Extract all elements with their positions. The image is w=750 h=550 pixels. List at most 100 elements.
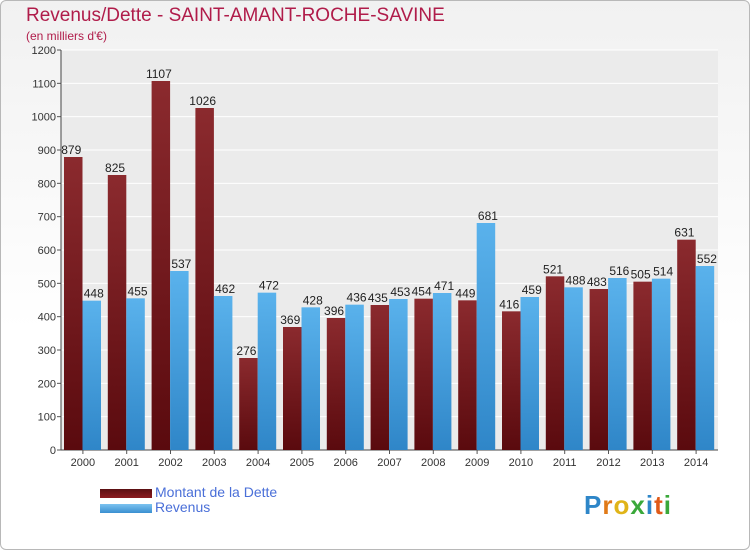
bar-revenus [608, 278, 627, 450]
data-label-revenus: 514 [653, 265, 673, 279]
x-tick-label: 2004 [246, 457, 270, 469]
bar-dette [107, 175, 127, 450]
data-label-revenus: 537 [171, 257, 191, 271]
legend-swatch-revenus [100, 504, 152, 513]
bar-revenus [301, 307, 320, 450]
bar-dette [414, 298, 433, 450]
x-tick-label: 2007 [377, 457, 401, 469]
bar-dette [502, 311, 521, 450]
bar-revenus [82, 300, 101, 450]
y-tick-label: 800 [38, 178, 56, 190]
bar-revenus [213, 296, 233, 450]
chart-title: Revenus/Dette - SAINT-AMANT-ROCHE-SAVINE [26, 5, 445, 26]
logo-letter: t [654, 490, 664, 520]
data-label-dette: 879 [61, 143, 81, 157]
bar-dette [589, 289, 609, 450]
bar-revenus [345, 304, 364, 450]
x-tick-label: 2003 [202, 457, 226, 469]
bar-dette [326, 318, 346, 450]
data-label-revenus: 471 [434, 279, 454, 293]
bar-dette [370, 305, 390, 450]
bar-revenus [695, 266, 715, 450]
y-tick-label: 100 [38, 412, 56, 424]
data-label-dette: 631 [674, 226, 694, 240]
bar-revenus [432, 293, 452, 450]
y-tick-label: 500 [38, 278, 56, 290]
bar-revenus [170, 271, 189, 450]
bar-revenus [520, 297, 539, 450]
data-label-dette: 435 [368, 291, 388, 305]
data-label-revenus: 436 [347, 291, 367, 305]
data-label-revenus: 552 [697, 252, 717, 266]
data-label-revenus: 455 [128, 284, 148, 298]
bar-dette [633, 281, 652, 450]
x-tick-label: 2006 [333, 457, 357, 469]
y-tick-label: 1200 [32, 45, 56, 57]
bar-dette [239, 358, 258, 450]
bar-revenus [257, 292, 277, 450]
x-tick-label: 2001 [114, 457, 138, 469]
logo-letter: i [663, 490, 672, 520]
x-tick-label: 2005 [290, 457, 314, 469]
x-tick-label: 2009 [465, 457, 489, 469]
y-tick-label: 400 [38, 312, 56, 324]
data-label-revenus: 472 [259, 279, 279, 293]
data-label-revenus: 448 [84, 287, 104, 301]
data-label-dette: 521 [543, 262, 563, 276]
y-tick-label: 1100 [32, 78, 56, 90]
bar-dette [64, 157, 83, 450]
data-label-dette: 449 [455, 286, 475, 300]
data-label-revenus: 459 [522, 283, 542, 297]
bar-dette [151, 81, 171, 450]
data-label-dette: 454 [412, 285, 432, 299]
x-tick-label: 2014 [684, 457, 708, 469]
proxiti-logo: Proxiti [584, 490, 672, 521]
bar-revenus [476, 223, 496, 450]
logo-letter: r [602, 490, 614, 520]
logo-letter: i [645, 490, 655, 520]
bar-dette [677, 239, 696, 450]
logo-letter: P [584, 490, 603, 520]
x-tick-label: 2002 [158, 457, 182, 469]
y-tick-label: 1000 [32, 112, 56, 124]
data-label-dette: 1107 [146, 67, 172, 81]
y-tick-label: 200 [38, 378, 56, 390]
bar-revenus [389, 299, 408, 450]
legend-label-revenus: Revenus [155, 499, 211, 515]
x-tick-label: 2000 [71, 457, 95, 469]
data-label-revenus: 488 [566, 273, 586, 287]
bar-dette [458, 300, 477, 450]
bar-dette [195, 108, 214, 450]
y-tick-label: 700 [38, 212, 56, 224]
chart-subtitle: (en milliers d'€) [26, 29, 107, 43]
data-label-dette: 416 [499, 297, 519, 311]
y-tick-label: 300 [38, 345, 56, 357]
data-label-dette: 369 [280, 313, 300, 327]
logo-letter: x [630, 490, 646, 520]
x-tick-label: 2010 [509, 457, 533, 469]
y-tick-label: 900 [38, 145, 56, 157]
y-tick-label: 600 [38, 245, 56, 257]
x-tick-label: 2012 [596, 457, 620, 469]
bar-revenus [651, 278, 671, 450]
bar-revenus [564, 287, 583, 450]
y-tick-label: 0 [50, 445, 56, 457]
x-tick-label: 2011 [553, 457, 577, 469]
data-label-revenus: 462 [215, 282, 235, 296]
bar-revenus [126, 298, 145, 450]
data-label-dette: 505 [631, 268, 651, 282]
x-tick-label: 2008 [421, 457, 445, 469]
data-label-dette: 276 [236, 344, 256, 358]
data-label-dette: 396 [324, 304, 344, 318]
legend-swatch-dette [100, 489, 152, 498]
bar-dette [283, 327, 302, 450]
data-label-revenus: 516 [609, 264, 629, 278]
data-label-dette: 825 [105, 161, 125, 175]
data-label-revenus: 428 [303, 293, 323, 307]
data-label-dette: 1026 [189, 94, 216, 108]
data-label-revenus: 681 [478, 209, 498, 223]
data-label-dette: 483 [587, 275, 607, 289]
logo-letter: o [613, 490, 631, 520]
bar-dette [545, 276, 565, 450]
